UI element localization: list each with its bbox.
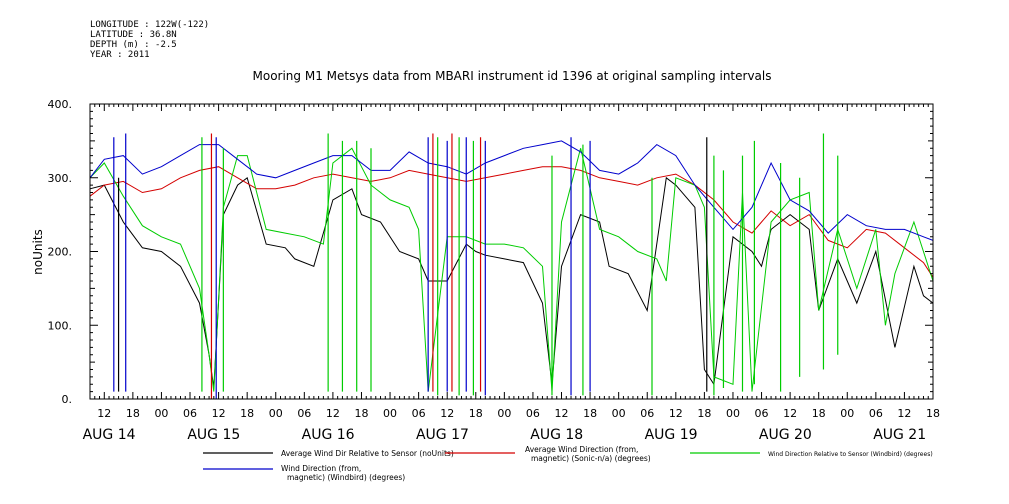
y-tick-label: 400. (48, 98, 73, 111)
meta-longitude: LONGITUDE : 122W(-122) (90, 20, 210, 30)
x-day-label: AUG 20 (759, 427, 812, 443)
x-hour-label: 18 (697, 407, 711, 420)
x-hour-label: 00 (269, 407, 283, 420)
x-hour-label: 06 (183, 407, 197, 420)
legend-label: Average Wind Direction (from, (525, 445, 638, 454)
x-hour-label: 00 (612, 407, 626, 420)
meta-depth: DEPTH (m) : -2.5 (90, 40, 177, 50)
x-hour-label: 12 (555, 407, 569, 420)
x-hour-label: 12 (783, 407, 797, 420)
legend-label: Wind Direction (from, (281, 464, 361, 473)
x-hour-label: 18 (469, 407, 483, 420)
x-day-label: AUG 14 (83, 427, 136, 443)
x-day-label: AUG 21 (873, 427, 926, 443)
x-day-label: AUG 18 (530, 427, 583, 443)
chart-title: Mooring M1 Metsys data from MBARI instru… (253, 69, 772, 83)
y-tick-label: 100. (48, 319, 73, 332)
y-tick-label: 300. (48, 172, 73, 185)
x-hour-label: 18 (583, 407, 597, 420)
x-hour-label: 00 (840, 407, 854, 420)
x-hour-label: 00 (154, 407, 168, 420)
meta-year: YEAR : 2011 (90, 50, 150, 60)
x-day-label: AUG 17 (416, 427, 469, 443)
x-hour-label: 06 (412, 407, 426, 420)
x-hour-label: 18 (126, 407, 140, 420)
x-hour-label: 06 (526, 407, 540, 420)
y-tick-label: 0. (62, 393, 73, 406)
plot-lines (89, 133, 934, 399)
x-hour-label: 12 (440, 407, 454, 420)
legend-label: magnetic) (Windbird) (degrees) (287, 473, 405, 482)
x-hour-label: 18 (240, 407, 254, 420)
x-day-label: AUG 19 (645, 427, 698, 443)
legend-label: Average Wind Dir Relative to Sensor (noU… (281, 449, 454, 458)
legend: Average Wind Dir Relative to Sensor (noU… (203, 445, 933, 482)
x-axis: 12 18 00 06 12 18 00 06 12 18 00 06 12 18 00 06 12 18 00 06… (83, 104, 940, 443)
y-tick-label: 200. (48, 246, 73, 259)
x-hour-label: 06 (297, 407, 311, 420)
x-day-label: AUG 16 (302, 427, 355, 443)
x-hour-label: 12 (326, 407, 340, 420)
x-day-label: AUG 15 (187, 427, 240, 443)
x-hour-label: 12 (212, 407, 226, 420)
x-hour-label: 06 (869, 407, 883, 420)
x-hour-label: 18 (812, 407, 826, 420)
x-hour-label: 18 (354, 407, 368, 420)
x-hour-label: 18 (926, 407, 940, 420)
legend-label: Wind Direction Relative to Sensor (Windb… (768, 451, 933, 458)
x-hour-label: 06 (640, 407, 654, 420)
y-axis: 0. 100. 200. 300. 400. (48, 98, 933, 406)
x-hour-label: 06 (755, 407, 769, 420)
x-hour-label: 12 (669, 407, 683, 420)
metadata-block: LONGITUDE : 122W(-122) LATITUDE : 36.8N … (90, 20, 209, 60)
x-hour-label: 12 (97, 407, 111, 420)
series-line-0 (89, 176, 934, 388)
x-hour-label: 12 (897, 407, 911, 420)
meta-latitude: LATITUDE : 36.8N (90, 30, 177, 40)
x-hour-label: 00 (726, 407, 740, 420)
x-hour-label: 00 (497, 407, 511, 420)
x-hour-label: 00 (383, 407, 397, 420)
y-axis-label: noUnits (31, 229, 45, 275)
legend-label: magnetic) (Sonic-n/a) (degrees) (531, 454, 651, 463)
